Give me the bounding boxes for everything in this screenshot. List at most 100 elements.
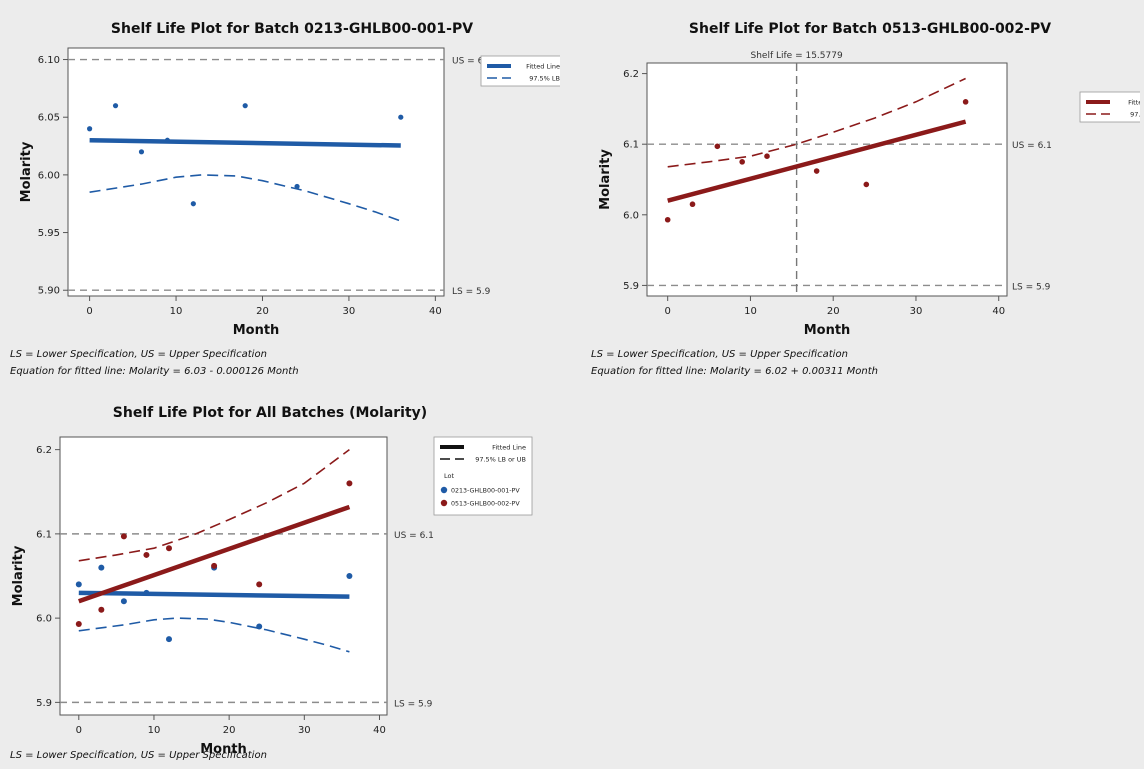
x-axis-label: Month <box>200 742 247 757</box>
spec-label-ls: LS = 5.9 <box>452 287 491 297</box>
legend-bound-label: 97.5% LB or UB <box>475 456 526 464</box>
data-point <box>75 621 82 628</box>
y-axis-label: Molarity <box>19 141 34 202</box>
x-tick-label: 10 <box>170 306 183 317</box>
data-point <box>256 623 263 630</box>
legend-bound-label: 97.5% UB <box>1130 111 1140 119</box>
legend-fitted-line-label: Fitted Line <box>492 444 526 452</box>
spec-label-us: US = 6.1 <box>394 531 434 541</box>
y-tick-label: 5.95 <box>38 228 60 239</box>
data-point <box>689 201 696 208</box>
legend-box <box>480 55 560 87</box>
data-point <box>962 99 969 105</box>
y-tick-label: 6.1 <box>623 140 639 151</box>
fitted-line <box>78 590 350 599</box>
legend-box <box>433 436 533 516</box>
legend-fitted-line-label: Fitted Line <box>526 63 560 71</box>
x-tick-label: 30 <box>910 306 923 317</box>
data-point <box>346 573 353 579</box>
data-point <box>143 551 150 558</box>
confidence-bound-lower <box>89 174 402 222</box>
legend-lot-marker <box>440 499 448 507</box>
chart-title: Shelf Life Plot for Batch 0513-GHLB00-00… <box>689 21 1051 37</box>
plot-area <box>59 436 388 716</box>
x-tick-label: 10 <box>148 725 161 736</box>
confidence-bound-upper <box>78 448 350 562</box>
data-point <box>714 143 721 150</box>
footnote-equation-1: Equation for fitted line: Molarity = 6.0… <box>10 366 299 377</box>
x-axis-label: Month <box>804 323 851 338</box>
data-point <box>294 183 300 190</box>
legend-lot-label: 0213-GHLB00-001-PV <box>451 487 520 494</box>
data-point <box>739 159 745 165</box>
x-tick-label: 20 <box>827 306 840 317</box>
x-tick-label: 20 <box>223 725 236 736</box>
y-tick-label: 6.0 <box>623 210 639 221</box>
x-tick-label: 20 <box>256 306 269 317</box>
data-point <box>75 581 82 588</box>
data-point <box>87 126 93 132</box>
data-point <box>664 216 671 223</box>
data-point <box>813 168 820 174</box>
y-tick-label: 6.1 <box>36 529 52 540</box>
data-point <box>120 598 127 605</box>
x-tick-label: 30 <box>343 306 356 317</box>
footnote-spec-3: LS = Lower Specification, US = Upper Spe… <box>10 750 267 761</box>
y-tick-label: 6.2 <box>36 445 52 456</box>
fitted-line <box>89 138 401 148</box>
chart-title: Shelf Life Plot for Batch 0213-GHLB00-00… <box>111 21 473 37</box>
data-point <box>98 564 105 571</box>
footnote-spec-2: LS = Lower Specification, US = Upper Spe… <box>591 349 848 360</box>
x-axis-label: Month <box>233 323 280 338</box>
data-point <box>346 480 353 487</box>
data-point <box>166 545 172 552</box>
chart-title: Shelf Life Plot for All Batches (Molarit… <box>113 405 427 421</box>
legend-box <box>1079 91 1140 123</box>
x-tick-label: 0 <box>76 725 82 736</box>
footnote-equation-2: Equation for fitted line: Molarity = 6.0… <box>591 366 878 377</box>
fitted-line <box>78 504 351 604</box>
data-point <box>764 153 770 159</box>
fitted-line <box>667 119 967 203</box>
y-tick-label: 6.2 <box>623 69 639 80</box>
x-tick-label: 30 <box>298 725 311 736</box>
chart-batch-0513: Shelf Life Plot for Batch 0513-GHLB00-00… <box>598 21 1140 338</box>
data-point <box>211 562 218 569</box>
data-point <box>138 149 145 155</box>
x-tick-label: 40 <box>992 306 1005 317</box>
data-point <box>863 181 870 188</box>
y-tick-label: 6.10 <box>38 55 60 66</box>
chart-batch-0213: Shelf Life Plot for Batch 0213-GHLB00-00… <box>19 21 560 338</box>
x-tick-label: 40 <box>373 725 386 736</box>
data-point <box>164 137 171 143</box>
y-tick-label: 5.9 <box>36 698 52 709</box>
plot-area <box>646 62 1008 297</box>
spec-label-us: US = 6.1 <box>1012 141 1052 151</box>
y-tick-label: 6.00 <box>38 170 60 181</box>
spec-label-ls: LS = 5.9 <box>394 699 433 709</box>
x-tick-label: 40 <box>429 306 442 317</box>
plot-area <box>67 47 445 297</box>
y-tick-label: 5.9 <box>623 281 639 292</box>
data-point <box>166 636 172 643</box>
legend-lot-title: Lot <box>444 472 454 480</box>
x-tick-label: 10 <box>744 306 757 317</box>
x-tick-label: 0 <box>665 306 671 317</box>
data-point <box>398 114 404 120</box>
confidence-bound-lower <box>78 617 350 653</box>
legend-fitted-line-label: Fitted Line <box>1128 99 1140 107</box>
legend-lot-label: 0513-GHLB00-002-PV <box>451 500 520 507</box>
legend-bound-label: 97.5% LB <box>529 75 560 83</box>
legend-lot-marker <box>440 486 448 494</box>
x-tick-label: 0 <box>86 306 92 317</box>
data-point <box>143 589 150 596</box>
footnote-spec-1: LS = Lower Specification, US = Upper Spe… <box>10 349 267 360</box>
data-point <box>242 103 248 109</box>
data-point <box>120 533 127 540</box>
chart-all-batches: Shelf Life Plot for All Batches (Molarit… <box>11 405 533 757</box>
y-axis-label: Molarity <box>598 149 613 210</box>
y-axis-label: Molarity <box>11 545 26 606</box>
data-point <box>98 606 105 613</box>
y-tick-label: 5.90 <box>38 286 60 297</box>
